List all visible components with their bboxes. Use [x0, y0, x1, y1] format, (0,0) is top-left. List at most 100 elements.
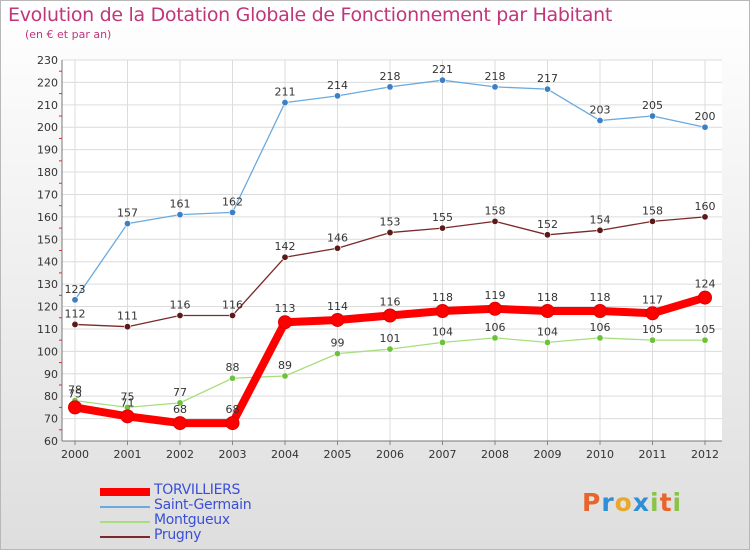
data-label-montgueux: 101 [380, 332, 401, 345]
data-point-montgueux [438, 338, 446, 346]
data-label-saint-germain: 221 [432, 63, 453, 76]
data-label-saint-germain: 214 [327, 79, 348, 92]
x-tick-label: 2004 [271, 448, 299, 461]
y-tick-label: 120 [37, 301, 58, 314]
data-label-montgueux: 75 [121, 390, 135, 403]
y-tick-label: 160 [37, 211, 58, 224]
data-point-saint-germain [386, 83, 394, 91]
data-label-prugny: 116 [222, 298, 243, 311]
data-point-saint-germain [71, 296, 79, 304]
data-label-montgueux: 77 [173, 386, 187, 399]
data-point-montgueux [701, 336, 709, 344]
data-point-torvilliers [488, 301, 502, 316]
data-point-prugny [71, 320, 79, 328]
y-tick-label: 150 [37, 233, 58, 246]
x-tick-label: 2000 [61, 448, 89, 461]
data-label-montgueux: 78 [68, 384, 82, 397]
data-label-saint-germain: 203 [590, 104, 611, 117]
y-tick-label: 100 [37, 345, 58, 358]
data-point-torvilliers [593, 304, 607, 319]
data-label-saint-germain: 218 [485, 70, 506, 83]
data-label-torvilliers: 118 [537, 291, 558, 304]
x-tick-label: 2012 [691, 448, 719, 461]
data-point-montgueux [543, 338, 551, 346]
data-label-prugny: 158 [485, 204, 506, 217]
logo-letter: r [601, 488, 615, 517]
legend-swatch [100, 506, 150, 508]
data-point-prugny [648, 217, 656, 225]
data-label-prugny: 153 [380, 216, 401, 229]
data-label-prugny: 155 [432, 211, 453, 224]
data-point-montgueux [333, 350, 341, 358]
legend-swatch [100, 521, 150, 523]
x-tick-label: 2002 [166, 448, 194, 461]
y-tick-label: 140 [37, 256, 58, 269]
data-point-torvilliers [698, 290, 712, 305]
y-tick-label: 110 [37, 323, 58, 336]
x-tick-label: 2011 [639, 448, 667, 461]
data-point-prugny [281, 253, 289, 261]
y-tick-label: 190 [37, 144, 58, 157]
data-label-torvilliers: 68 [173, 403, 187, 416]
data-label-saint-germain: 123 [65, 283, 86, 296]
y-tick-label: 180 [37, 166, 58, 179]
data-label-prugny: 142 [275, 240, 296, 253]
data-point-saint-germain [176, 211, 184, 219]
data-label-torvilliers: 116 [380, 295, 401, 308]
data-point-saint-germain [124, 220, 132, 228]
data-point-saint-germain [701, 123, 709, 131]
data-point-prugny [176, 311, 184, 319]
data-point-prugny [596, 226, 604, 234]
data-point-prugny [333, 244, 341, 252]
y-tick-label: 130 [37, 278, 58, 291]
data-point-torvilliers [120, 409, 135, 424]
data-label-montgueux: 106 [590, 321, 611, 334]
data-point-prugny [386, 229, 394, 237]
chart-title: Evolution de la Dotation Globale de Fonc… [8, 4, 613, 26]
data-label-montgueux: 105 [695, 323, 716, 336]
data-point-prugny [124, 323, 132, 331]
logo-letter: o [614, 488, 633, 517]
data-point-torvilliers [225, 416, 240, 431]
logo-letter: x [632, 488, 650, 517]
data-label-torvilliers: 114 [327, 300, 348, 313]
data-point-torvilliers [540, 304, 555, 319]
data-label-torvilliers: 118 [432, 291, 453, 304]
data-label-torvilliers: 75 [68, 387, 82, 400]
data-label-saint-germain: 161 [170, 198, 191, 211]
data-label-prugny: 154 [590, 213, 611, 226]
data-point-saint-germain [491, 83, 499, 91]
data-label-montgueux: 105 [642, 323, 663, 336]
data-label-montgueux: 89 [278, 359, 292, 372]
data-label-saint-germain: 217 [537, 72, 558, 85]
x-tick-label: 2010 [586, 448, 614, 461]
proxiti-logo: Proxiti [582, 488, 682, 517]
data-point-torvilliers [435, 304, 450, 319]
data-label-prugny: 146 [327, 231, 348, 244]
y-tick-label: 220 [37, 76, 58, 89]
y-tick-label: 210 [37, 99, 58, 112]
data-point-saint-germain [229, 208, 237, 216]
data-point-saint-germain [596, 117, 604, 125]
plot-area [62, 60, 722, 441]
y-tick-label: 60 [44, 435, 58, 448]
data-label-prugny: 152 [537, 218, 558, 231]
data-label-torvilliers: 118 [590, 291, 611, 304]
data-label-torvilliers: 117 [642, 293, 663, 306]
y-tick-label: 230 [37, 54, 58, 67]
data-label-montgueux: 106 [485, 321, 506, 334]
legend-label: Montgueux [154, 512, 230, 528]
data-point-torvilliers [173, 416, 187, 431]
data-point-prugny [491, 217, 499, 225]
data-point-montgueux [176, 399, 184, 407]
data-point-torvilliers [645, 306, 660, 321]
y-tick-label: 70 [44, 413, 58, 426]
data-point-montgueux [229, 374, 237, 382]
x-tick-label: 2003 [219, 448, 247, 461]
data-point-prugny [543, 231, 551, 239]
data-point-montgueux [596, 334, 604, 342]
data-point-torvilliers [278, 315, 292, 330]
data-label-torvilliers: 119 [485, 289, 506, 302]
data-label-saint-germain: 200 [695, 110, 716, 123]
